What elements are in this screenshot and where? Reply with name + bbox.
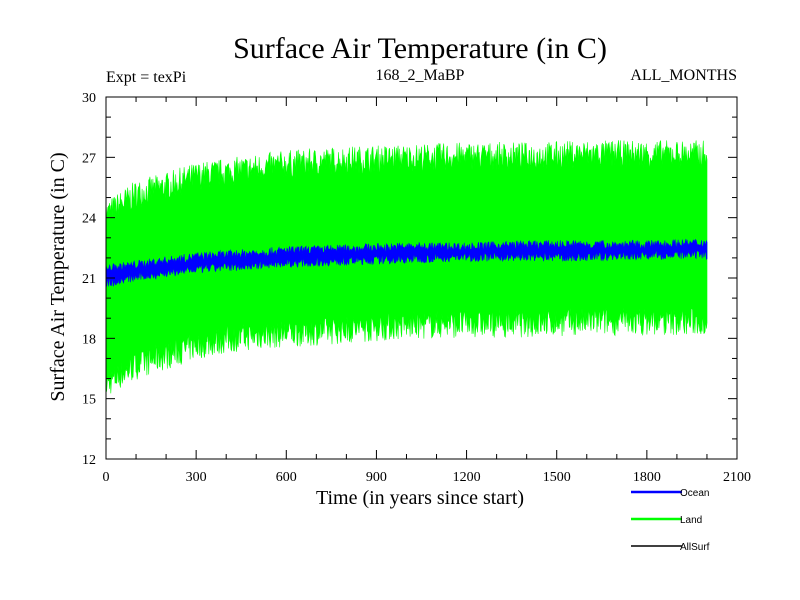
y-tick-label: 24 (82, 212, 96, 227)
y-axis-label: Surface Air Temperature (in C) (47, 152, 69, 401)
x-tick-label: 600 (276, 470, 297, 485)
months-label: ALL_MONTHS (630, 67, 737, 84)
y-tick-label: 21 (82, 272, 96, 287)
x-tick-label: 300 (186, 470, 207, 485)
run-label: 168_2_MaBP (376, 67, 465, 84)
x-tick-label: 2100 (723, 470, 751, 485)
x-tick-label: 1500 (543, 470, 571, 485)
y-tick-label: 18 (82, 332, 96, 347)
experiment-label: Expt = texPi (106, 69, 187, 86)
x-axis-label: Time (in years since start) (316, 487, 524, 509)
legend-ocean-label: Ocean (680, 488, 709, 499)
y-tick-label: 12 (82, 453, 96, 468)
series-land-band (105, 139, 708, 394)
x-tick-label: 1800 (633, 470, 661, 485)
y-tick-label: 15 (82, 393, 96, 408)
legend: Ocean Land AllSurf (631, 488, 710, 553)
y-tick-label: 30 (82, 91, 96, 106)
series-ocean-band (105, 238, 708, 287)
legend-land-label: Land (680, 515, 702, 526)
y-tick-label: 27 (82, 151, 96, 166)
plot-area (105, 139, 708, 394)
axes: 0 300 600 900 1200 1500 1800 2100 12 15 18 21 24 27 30 (82, 91, 751, 485)
chart-title: Surface Air Temperature (in C) (233, 32, 607, 65)
x-tick-label: 0 (103, 470, 110, 485)
x-tick-label: 900 (366, 470, 387, 485)
legend-allsurf-label: AllSurf (680, 542, 710, 553)
x-tick-label: 1200 (453, 470, 481, 485)
